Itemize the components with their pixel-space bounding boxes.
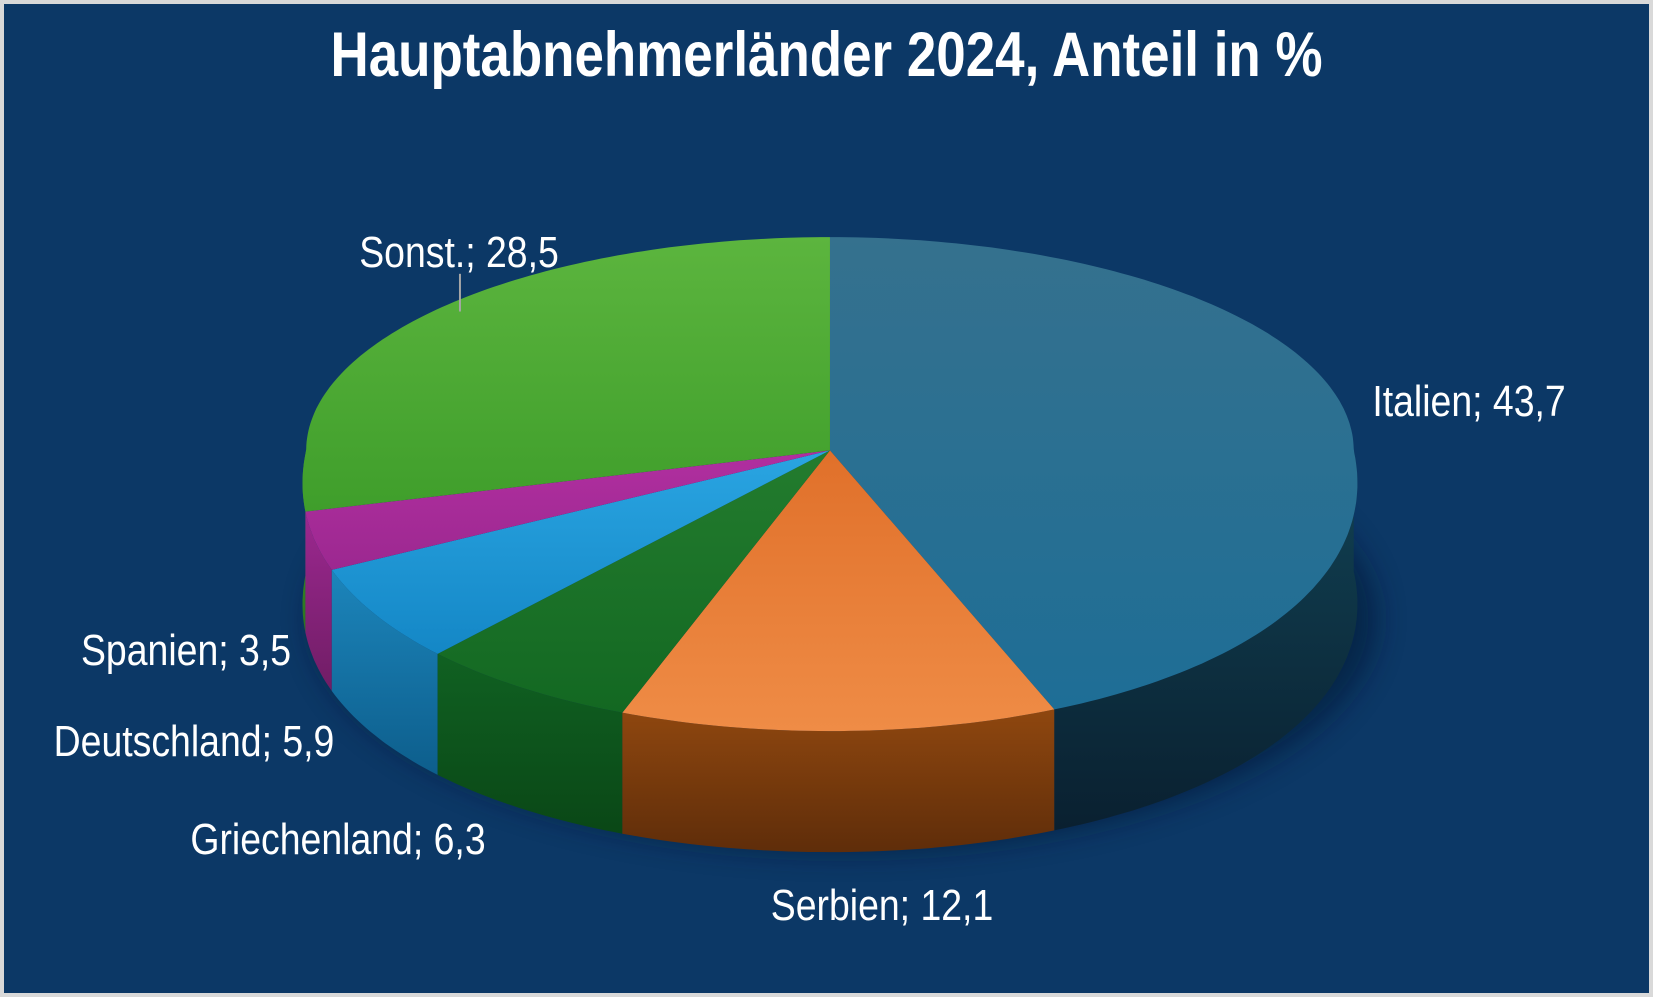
pie-slice-spanien[interactable]: [305, 450, 830, 570]
data-label-layer: Italien; 43,7 Serbien; 12,1 Griechenland; …: [4, 4, 1649, 993]
data-label-serbien[interactable]: Serbien; 12,1: [770, 880, 994, 930]
data-label-griechenland[interactable]: Griechenland; 6,3: [190, 814, 486, 864]
data-label-sonst[interactable]: Sonst.; 28,5: [359, 227, 559, 277]
data-label-spanien[interactable]: Spanien; 3,5: [80, 625, 292, 675]
pie-slice-deutschland-side[interactable]: [331, 569, 438, 775]
pie-slice-griechenland[interactable]: [437, 450, 830, 713]
pie-slice-italien-side[interactable]: [1054, 450, 1358, 831]
pie-chart-3d: [302, 237, 1378, 853]
pie-slice-spanien-side[interactable]: [305, 511, 332, 691]
pie-slice-serbien[interactable]: [622, 450, 1055, 732]
pie-slice-italien[interactable]: [829, 237, 1358, 710]
pie-slice-serbien-side[interactable]: [622, 709, 1055, 853]
data-label-italien[interactable]: Italien; 43,7: [1372, 376, 1566, 426]
pie-slice-griechenland-side[interactable]: [437, 653, 623, 834]
chart-title[interactable]: Hauptabnehmerländer 2024, Anteil in %: [330, 20, 1323, 90]
pie-slice-sonst[interactable]: [302, 237, 830, 512]
data-label-deutschland[interactable]: Deutschland; 5,9: [53, 716, 335, 766]
pie-slice-deutschland[interactable]: [331, 450, 830, 654]
